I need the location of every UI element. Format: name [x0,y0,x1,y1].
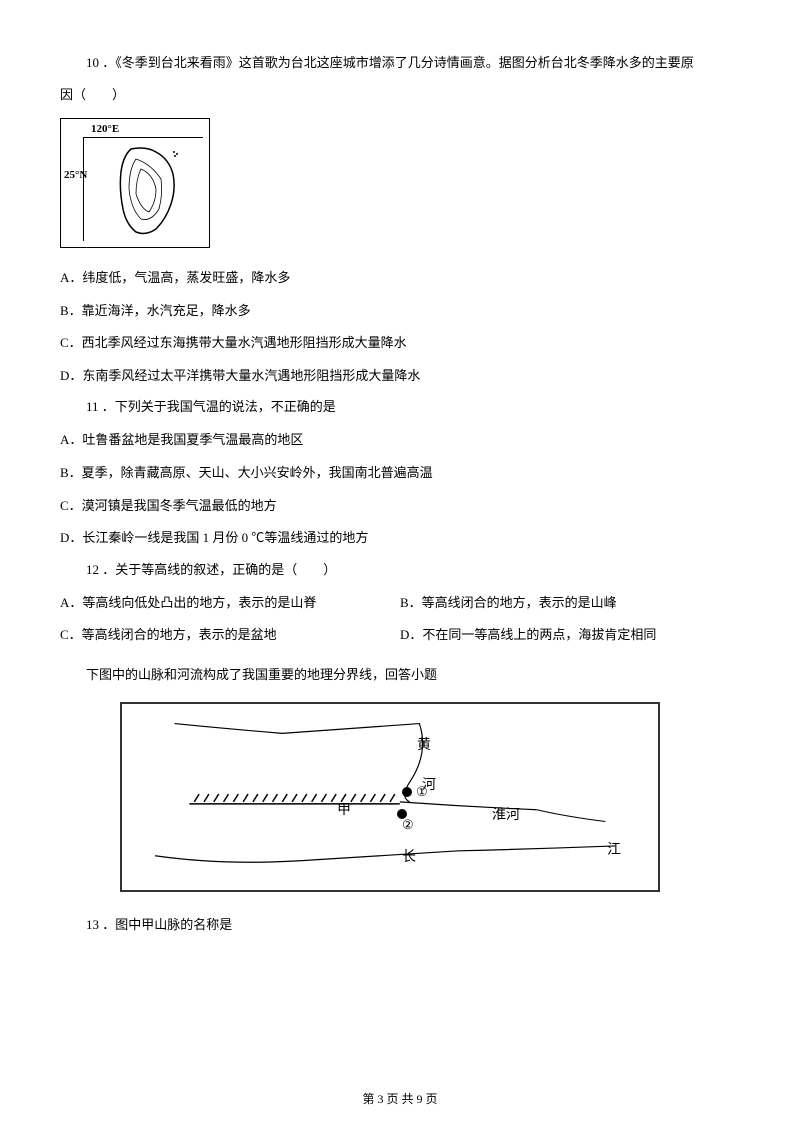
q13-header: 13 ．图中甲山脉的名称是 [60,912,740,938]
taiwan-outline [111,144,181,239]
point-1-label: ① [416,784,428,800]
china-map-figure: 黄 河 淮河 江 长 甲 ① ② [120,702,660,892]
jiang-label: 江 [607,839,621,859]
q10-option-b: B．靠近海洋，水汽充足，降水多 [60,297,740,326]
q10-continuation: 因（ ） [60,82,740,108]
q12-option-b: B．等高线闭合的地方，表示的是山峰 [400,589,740,618]
q12-option-a: A．等高线向低处凸出的地方，表示的是山脊 [60,589,400,618]
q10-header: 10 ．《冬季到台北来看雨》这首歌为台北这座城市增添了几分诗情画意。据图分析台北… [60,50,740,76]
huaihe-label: 淮河 [492,804,520,824]
q10-option-a: A．纬度低，气温高，蒸发旺盛，降水多 [60,264,740,293]
chang-label: 长 [402,846,416,866]
q11-option-a: A．吐鲁番盆地是我国夏季气温最高的地区 [60,426,740,455]
taiwan-map-figure: 120°E 25°N [60,118,740,248]
jia-label: 甲 [337,799,351,819]
q12-option-c: C．等高线闭合的地方，表示的是盆地 [60,621,400,650]
q10-option-d: D．东南季风经过太平洋携带大量水汽遇地形阻挡形成大量降水 [60,362,740,391]
q12-option-d: D．不在同一等高线上的两点，海拔肯定相同 [400,621,740,650]
q11-option-b: B．夏季，除青藏高原、天山、大小兴安岭外，我国南北普遍高温 [60,459,740,488]
q12-header: 12 ．关于等高线的叙述，正确的是（ ） [60,557,740,583]
q11-option-c: C．漠河镇是我国冬季气温最低的地方 [60,492,740,521]
q10-option-c: C．西北季风经过东海携带大量水汽遇地形阻挡形成大量降水 [60,329,740,358]
huang-label: 黄 [417,734,431,754]
q11-option-d: D．长江秦岭一线是我国 1 月份 0 ℃等温线通过的地方 [60,524,740,553]
q11-header: 11 ．下列关于我国气温的说法，不正确的是 [60,394,740,420]
point-2-label: ② [402,817,414,833]
page-footer: 第 3 页 共 9 页 [0,1090,800,1107]
point-1 [402,787,412,797]
context-text: 下图中的山脉和河流构成了我国重要的地理分界线，回答小题 [60,662,740,688]
longitude-label: 120°E [91,123,119,135]
